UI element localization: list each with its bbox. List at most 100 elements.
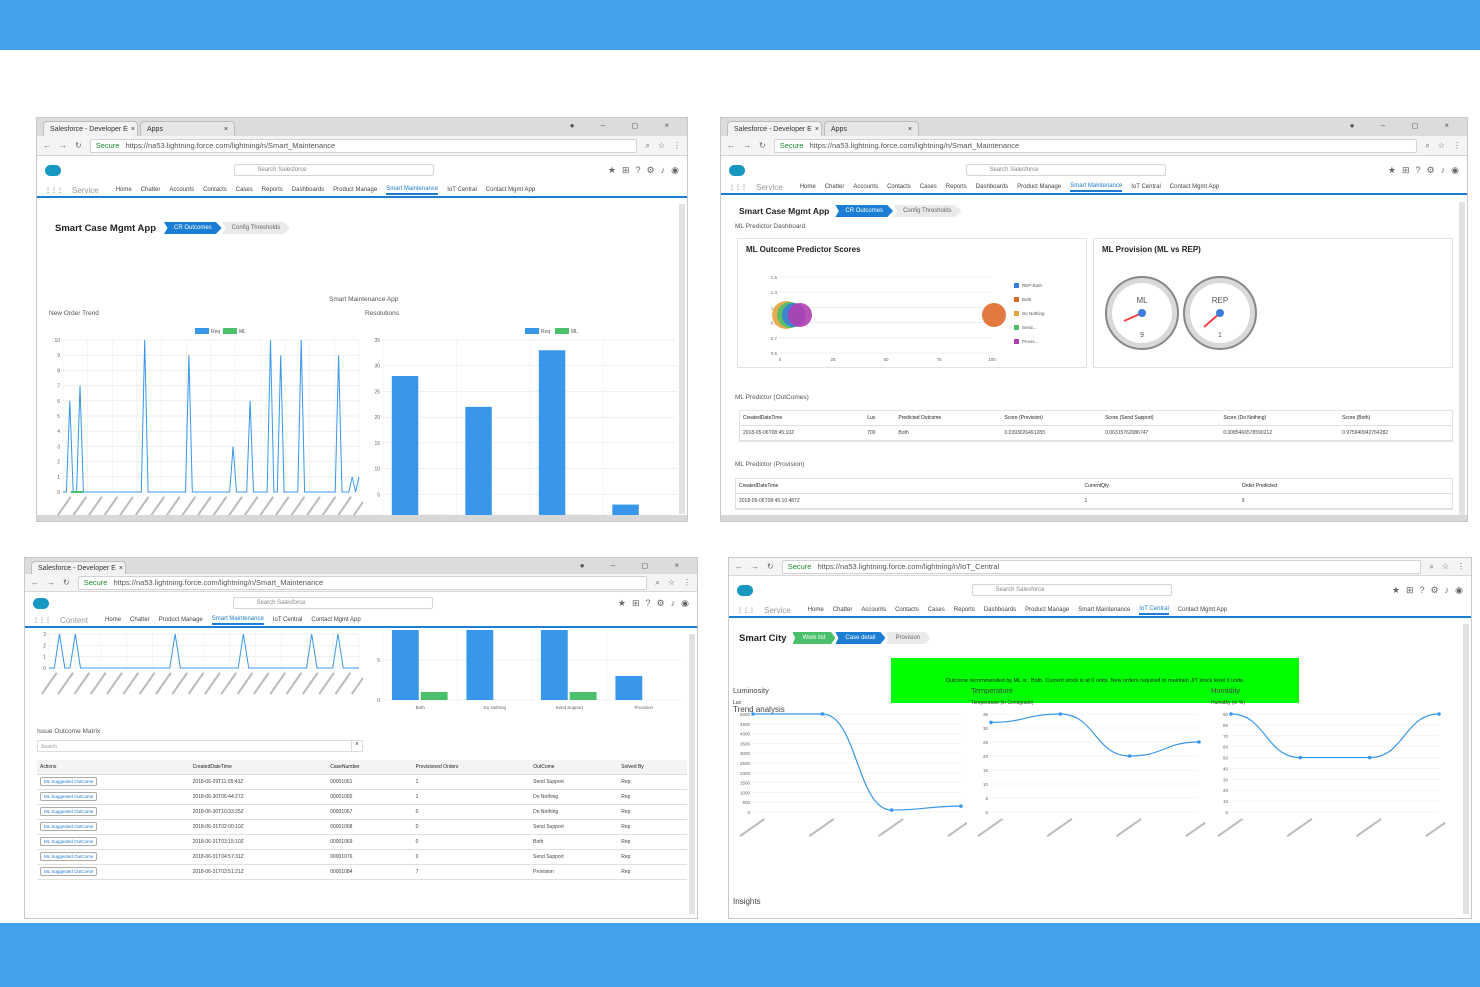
nav-item[interactable]: Home [105, 617, 122, 623]
nav-item[interactable]: Contacts [203, 187, 227, 193]
ml-suggested-outcome-button[interactable]: ML Suggested OutCome [40, 867, 98, 876]
nav-item[interactable]: Chatter [824, 184, 845, 190]
avatar[interactable]: ◉ [681, 597, 689, 608]
favorites-icon[interactable]: ★ [1391, 584, 1400, 595]
menu-icon[interactable]: ⋮ [1457, 562, 1465, 571]
nav-item[interactable]: Product Manage [333, 187, 378, 193]
gear-icon[interactable]: ⚙ [656, 597, 665, 608]
back-icon[interactable]: ← [43, 141, 51, 150]
reload-icon[interactable]: ↻ [75, 141, 82, 150]
search-icon[interactable]: ⌕ [655, 577, 660, 587]
search-input[interactable]: Search Salesforce [234, 164, 435, 176]
nav-item[interactable]: Home [807, 607, 824, 613]
browser-tab[interactable]: Salesforce - Developer E × [727, 121, 822, 136]
search-input[interactable]: Search Salesforce [233, 597, 434, 609]
horizontal-scrollbar[interactable] [721, 515, 1467, 521]
nav-item[interactable]: Chatter [140, 187, 161, 193]
url-field[interactable]: Secure https://na53.lightning.force.com/l… [89, 138, 638, 153]
app-launcher-icon[interactable]: ⋮⋮⋮ [737, 607, 755, 614]
bell-icon[interactable]: ♪ [670, 597, 676, 608]
nav-item[interactable]: Home [115, 187, 132, 193]
avatar[interactable]: ◉ [1451, 164, 1459, 175]
path-step[interactable]: CR Outcomes [164, 222, 222, 234]
nav-item[interactable]: Dashboards [291, 187, 325, 193]
nav-item[interactable]: Smart Maintenance [386, 186, 439, 195]
nav-item[interactable]: Contacts [887, 184, 911, 190]
nav-item[interactable]: Reports [945, 184, 967, 190]
reload-icon[interactable]: ↻ [759, 141, 766, 150]
close-icon[interactable]: × [907, 125, 912, 133]
bell-icon[interactable]: ♪ [660, 164, 666, 175]
nav-item[interactable]: Product Manage [1025, 607, 1070, 613]
favorites-icon[interactable]: ★ [1387, 164, 1396, 175]
gear-icon[interactable]: ⚙ [646, 164, 655, 175]
nav-item[interactable]: Chatter [832, 607, 853, 613]
ml-suggested-outcome-button[interactable]: ML Suggested OutCome [40, 852, 98, 861]
nav-item[interactable]: Contact Mgmt App [311, 617, 361, 623]
ml-suggested-outcome-button[interactable]: ML Suggested OutCome [40, 837, 98, 846]
horizontal-scrollbar[interactable] [37, 515, 687, 521]
nav-item[interactable]: IoT Central [1131, 184, 1161, 190]
nav-item[interactable]: Cases [235, 187, 253, 193]
browser-tab[interactable]: Apps × [824, 121, 919, 136]
search-icon[interactable]: ⌕ [1429, 561, 1434, 571]
nav-item[interactable]: Contacts [895, 607, 919, 613]
forward-icon[interactable]: → [751, 562, 759, 571]
gear-icon[interactable]: ⚙ [1430, 584, 1439, 595]
scrollbar[interactable] [1459, 202, 1465, 516]
nav-item[interactable]: Smart Maintenance [1070, 183, 1123, 192]
nav-item[interactable]: Product Manage [158, 617, 203, 623]
reload-icon[interactable]: ↻ [63, 578, 70, 587]
url-field[interactable]: Secure https://na53.lightning.force.com/l… [77, 575, 648, 590]
ml-suggested-outcome-button[interactable]: ML Suggested OutCome [40, 792, 98, 801]
browser-tab[interactable]: Salesforce - Developer E × [31, 561, 126, 574]
nav-item[interactable]: Smart Maintenance [1078, 607, 1131, 613]
add-icon[interactable]: ⊞ [631, 597, 640, 608]
nav-item[interactable]: Accounts [853, 184, 879, 190]
url-field[interactable]: Secure https://na53.lightning.force.com/l… [781, 559, 1422, 574]
star-icon[interactable]: ☆ [1441, 562, 1449, 571]
path-step[interactable]: Case detail [835, 632, 886, 644]
matrix-search-input[interactable]: Search [37, 740, 363, 752]
path-step[interactable]: Config Thresholds [221, 222, 291, 234]
nav-item[interactable]: Reports [953, 607, 975, 613]
nav-item[interactable]: IoT Central [447, 187, 477, 193]
window-controls[interactable]: ● – ◻ × [569, 121, 681, 130]
help-icon[interactable]: ? [1419, 584, 1425, 595]
help-icon[interactable]: ? [635, 164, 641, 175]
search-icon[interactable]: ⌕ [645, 140, 650, 150]
path-step[interactable]: Provision [885, 632, 931, 644]
forward-icon[interactable]: → [743, 141, 751, 150]
scrollbar[interactable] [689, 634, 695, 914]
scrollbar[interactable] [1463, 624, 1469, 914]
nav-item[interactable]: Accounts [861, 607, 887, 613]
app-launcher-icon[interactable]: ⋮⋮⋮ [729, 184, 747, 191]
url-field[interactable]: Secure https://na53.lightning.force.com/l… [773, 138, 1418, 153]
favorites-icon[interactable]: ★ [607, 164, 616, 175]
ml-suggested-outcome-button[interactable]: ML Suggested OutCome [40, 822, 98, 831]
nav-item[interactable]: Dashboards [983, 607, 1017, 613]
menu-icon[interactable]: ⋮ [1453, 141, 1461, 150]
forward-icon[interactable]: → [59, 141, 67, 150]
bell-icon[interactable]: ♪ [1440, 164, 1446, 175]
search-input[interactable]: Search Salesforce [972, 584, 1173, 596]
reload-icon[interactable]: ↻ [767, 562, 774, 571]
nav-item[interactable]: IoT Central [272, 617, 303, 623]
nav-item[interactable]: Contact Mgmt App [1177, 607, 1228, 613]
menu-icon[interactable]: ⋮ [683, 578, 691, 587]
star-icon[interactable]: ☆ [657, 141, 665, 150]
window-controls[interactable]: ● – ◻ × [579, 561, 691, 570]
add-icon[interactable]: ⊞ [1401, 164, 1410, 175]
browser-tab[interactable]: Salesforce - Developer E × [43, 121, 138, 136]
window-controls[interactable]: ● – ◻ × [1349, 121, 1461, 130]
star-icon[interactable]: ☆ [1437, 141, 1445, 150]
back-icon[interactable]: ← [31, 578, 39, 587]
star-icon[interactable]: ☆ [667, 578, 675, 587]
nav-item[interactable]: Contact Mgmt App [485, 187, 536, 193]
nav-item[interactable]: Product Manage [1017, 184, 1062, 190]
favorites-icon[interactable]: ★ [617, 597, 626, 608]
nav-item[interactable]: Chatter [130, 617, 150, 623]
app-launcher-icon[interactable]: ⋮⋮⋮ [45, 187, 63, 194]
app-launcher-icon[interactable]: ⋮⋮⋮ [33, 617, 51, 624]
bell-icon[interactable]: ♪ [1444, 584, 1450, 595]
